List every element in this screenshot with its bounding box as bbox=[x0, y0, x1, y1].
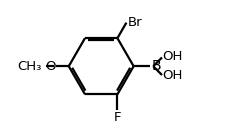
Text: CH₃: CH₃ bbox=[17, 60, 41, 73]
Text: B: B bbox=[150, 59, 160, 73]
Text: O: O bbox=[45, 60, 55, 73]
Text: F: F bbox=[113, 111, 121, 124]
Text: Br: Br bbox=[127, 16, 142, 29]
Text: OH: OH bbox=[162, 69, 182, 82]
Text: OH: OH bbox=[162, 50, 182, 63]
